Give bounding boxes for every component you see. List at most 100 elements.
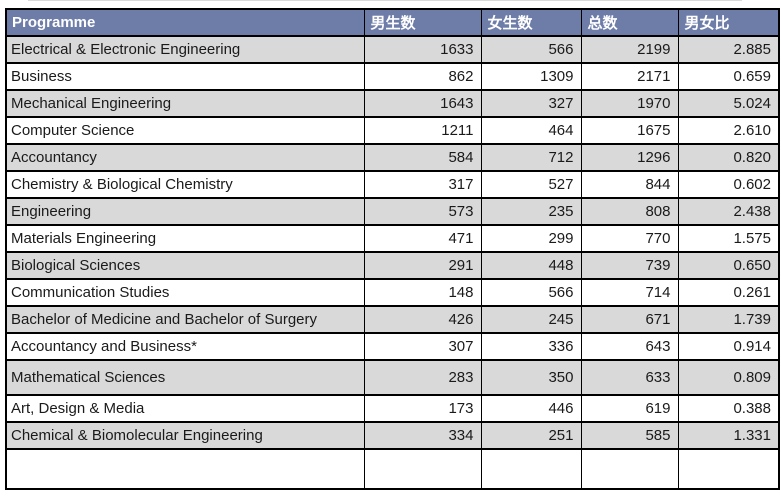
cell-male[interactable]: 573 [363,197,482,226]
table-row: Chemical & Biomolecular Engineering 334 25… [5,421,780,450]
cell-male[interactable]: 283 [363,359,482,396]
cell-total[interactable]: 844 [580,170,679,199]
cell-programme[interactable]: Mathematical Sciences [5,359,365,396]
cell-total[interactable]: 808 [580,197,679,226]
cell-ratio[interactable]: 2.885 [677,35,780,64]
cell-male[interactable]: 862 [363,62,482,91]
cell-female[interactable]: 527 [480,170,582,199]
table-body: Electrical & Electronic Engineering 1633 5… [5,35,780,490]
cell-male[interactable]: 334 [363,421,482,450]
cell-female[interactable]: 446 [480,394,582,423]
cell-total[interactable]: 633 [580,359,679,396]
cell-female[interactable]: 299 [480,224,582,253]
cell-ratio[interactable]: 5.024 [677,89,780,118]
cell-female[interactable]: 464 [480,116,582,145]
cell-total[interactable]: 2199 [580,35,679,64]
cell-programme[interactable]: Bachelor of Medicine and Bachelor of Sur… [5,305,365,334]
cell-ratio[interactable]: 0.602 [677,170,780,199]
cell-ratio[interactable]: 0.659 [677,62,780,91]
cell-total[interactable]: 619 [580,394,679,423]
cell-male[interactable]: 291 [363,251,482,280]
table-row: Business 862 1309 2171 0.659 [5,62,780,91]
table-row: Mechanical Engineering 1643 327 1970 5.024 [5,89,780,118]
column-header-programme[interactable]: Programme [5,8,365,37]
cell-total[interactable]: 739 [580,251,679,280]
column-header-female[interactable]: 女生数 [480,8,582,37]
cell-ratio[interactable]: 0.914 [677,332,780,361]
cell-ratio[interactable]: 0.388 [677,394,780,423]
cell-female[interactable]: 566 [480,35,582,64]
column-header-ratio[interactable]: 男女比 [677,8,780,37]
cell-female[interactable]: 1309 [480,62,582,91]
cell-total[interactable]: 643 [580,332,679,361]
cell-programme[interactable]: Materials Engineering [5,224,365,253]
cell-empty[interactable] [480,448,582,490]
cell-female[interactable]: 350 [480,359,582,396]
cell-programme[interactable]: Computer Science [5,116,365,145]
cell-female[interactable]: 712 [480,143,582,172]
table-row: Computer Science 1211 464 1675 2.610 [5,116,780,145]
cell-programme[interactable]: Engineering [5,197,365,226]
table-row: Materials Engineering 471 299 770 1.575 [5,224,780,253]
cell-empty[interactable] [363,448,482,490]
cell-total[interactable]: 585 [580,421,679,450]
cell-female[interactable]: 327 [480,89,582,118]
cell-ratio[interactable]: 1.575 [677,224,780,253]
cell-female[interactable]: 448 [480,251,582,280]
column-header-male[interactable]: 男生数 [363,8,482,37]
cell-total[interactable]: 1970 [580,89,679,118]
cell-male[interactable]: 148 [363,278,482,307]
cell-total[interactable]: 671 [580,305,679,334]
cell-empty[interactable] [677,448,780,490]
table-row: Engineering 573 235 808 2.438 [5,197,780,226]
cell-programme[interactable]: Art, Design & Media [5,394,365,423]
header-row: Programme 男生数 女生数 总数 男女比 [5,8,780,37]
cell-ratio[interactable]: 1.331 [677,421,780,450]
cell-programme[interactable]: Business [5,62,365,91]
cell-male[interactable]: 1643 [363,89,482,118]
cell-male[interactable]: 173 [363,394,482,423]
table-row: Accountancy 584 712 1296 0.820 [5,143,780,172]
cell-total[interactable]: 2171 [580,62,679,91]
table-row: Bachelor of Medicine and Bachelor of Sur… [5,305,780,334]
cell-male[interactable]: 307 [363,332,482,361]
cell-male[interactable]: 471 [363,224,482,253]
cell-female[interactable]: 245 [480,305,582,334]
clipped-row-above-edge [28,0,742,1]
cell-ratio[interactable]: 0.820 [677,143,780,172]
cell-programme[interactable]: Chemical & Biomolecular Engineering [5,421,365,450]
cell-female[interactable]: 336 [480,332,582,361]
cell-programme[interactable]: Biological Sciences [5,251,365,280]
cell-total[interactable]: 770 [580,224,679,253]
cell-ratio[interactable]: 0.809 [677,359,780,396]
cell-programme[interactable]: Chemistry & Biological Chemistry [5,170,365,199]
cell-ratio[interactable]: 2.438 [677,197,780,226]
cell-total[interactable]: 1296 [580,143,679,172]
cell-programme[interactable]: Mechanical Engineering [5,89,365,118]
cell-male[interactable]: 1633 [363,35,482,64]
cell-male[interactable]: 1211 [363,116,482,145]
programme-gender-table: Programme 男生数 女生数 总数 男女比 Electrical & Electr… [5,8,780,490]
cell-ratio[interactable]: 0.261 [677,278,780,307]
cell-programme[interactable]: Communication Studies [5,278,365,307]
cell-female[interactable]: 235 [480,197,582,226]
cell-programme[interactable]: Accountancy and Business* [5,332,365,361]
cell-programme[interactable]: Electrical & Electronic Engineering [5,35,365,64]
table-row: Mathematical Sciences 283 350 633 0.809 [5,359,780,396]
cell-female[interactable]: 566 [480,278,582,307]
cell-male[interactable]: 426 [363,305,482,334]
cell-total[interactable]: 714 [580,278,679,307]
cell-female[interactable]: 251 [480,421,582,450]
column-header-total[interactable]: 总数 [580,8,679,37]
cell-ratio[interactable]: 2.610 [677,116,780,145]
cell-ratio[interactable]: 0.650 [677,251,780,280]
cell-male[interactable]: 317 [363,170,482,199]
cell-empty[interactable] [580,448,679,490]
cell-ratio[interactable]: 1.739 [677,305,780,334]
cell-programme[interactable]: Accountancy [5,143,365,172]
cell-empty[interactable] [5,448,365,490]
cell-total[interactable]: 1675 [580,116,679,145]
table-row: Accountancy and Business* 307 336 643 0.914 [5,332,780,361]
cell-male[interactable]: 584 [363,143,482,172]
